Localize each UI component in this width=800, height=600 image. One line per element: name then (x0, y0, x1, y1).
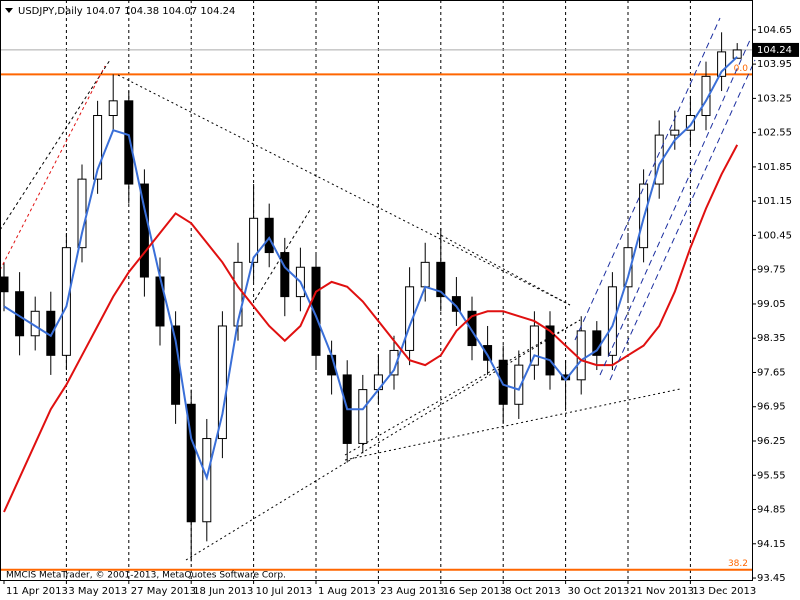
x-tick-label: 18 Jun 2013 (193, 586, 253, 597)
x-tick-label: 30 Oct 2013 (568, 586, 630, 597)
moving-average (3, 56, 738, 481)
trendline (0, 65, 106, 271)
candle-body (607, 286, 617, 356)
trendline (344, 319, 581, 456)
y-tick-label: 97.65 (757, 367, 786, 378)
x-tick-label: 27 May 2013 (131, 586, 196, 597)
trendline (0, 59, 111, 231)
candle-body (186, 403, 196, 523)
candle-body (264, 217, 274, 254)
menu-arrow[interactable] (5, 8, 13, 13)
candle-body (108, 100, 118, 117)
candle-body (389, 349, 399, 376)
candle-body (124, 100, 134, 185)
y-tick-label: 94.85 (757, 505, 786, 516)
y-tick-label: 93.45 (757, 573, 786, 584)
candle-body (483, 345, 493, 361)
moving-average (3, 144, 739, 513)
y-tick-label: 101.15 (757, 196, 792, 207)
x-tick-label: 8 Oct 2013 (505, 586, 560, 597)
x-tick-label: 10 Jul 2013 (256, 586, 313, 597)
x-tick-label: 1 Aug 2013 (318, 586, 376, 597)
y-tick-label: 100.45 (757, 230, 792, 241)
candle-body (93, 115, 103, 180)
candle-body (717, 51, 727, 77)
channel-line (609, 59, 756, 381)
candle-body (529, 325, 539, 366)
candle-body (280, 252, 290, 298)
candle-body (701, 75, 711, 117)
x-tick-label: 16 Sep 2013 (443, 586, 506, 597)
y-tick-label: 98.35 (757, 333, 786, 344)
plot-border (0, 0, 753, 581)
candle-body (233, 261, 243, 327)
level-label: 38.2 (728, 559, 748, 569)
candle-body (249, 217, 259, 263)
channel-line (599, 39, 751, 376)
channel-line (574, 17, 721, 341)
last-price-box (753, 42, 799, 57)
x-tick-label: 13 Dec 2013 (692, 586, 756, 597)
x-tick-label: 21 Nov 2013 (630, 586, 694, 597)
level-label: 0.0 (734, 64, 749, 74)
candle-body (685, 115, 695, 131)
copyright: MMCIS MetaTrader, © 2001-2013, MetaQuote… (6, 571, 286, 581)
candle-body (623, 247, 633, 288)
trendline (436, 232, 571, 306)
trendlines (0, 17, 756, 561)
x-tick-label: 23 Aug 2013 (380, 586, 444, 597)
x-tick-label: 3 May 2013 (68, 586, 127, 597)
candle-body (467, 310, 477, 347)
last-price-label: 104.24 (757, 45, 792, 56)
candle-body (0, 276, 9, 293)
trendline (185, 319, 581, 561)
y-tick-label: 95.55 (757, 470, 786, 481)
candle-body (61, 247, 71, 356)
candle-body (436, 261, 446, 298)
candle-body (358, 389, 368, 444)
candle-body (545, 325, 555, 376)
candle-body (576, 330, 586, 381)
candle-body (514, 364, 524, 405)
y-tick-label: 101.85 (757, 162, 792, 173)
y-tick-label: 96.95 (757, 402, 786, 413)
chart-title: USDJPY,Daily 104.07 104.38 104.07 104.24 (18, 6, 235, 17)
y-tick-label: 94.15 (757, 539, 786, 550)
candle-body (732, 49, 742, 59)
candle-body (498, 359, 508, 405)
y-tick-label: 104.65 (757, 25, 792, 36)
candle-body (670, 129, 680, 136)
candle-body (217, 325, 227, 440)
y-tick-label: 103.95 (757, 59, 792, 70)
candle-body (420, 261, 430, 288)
y-tick-label: 99.05 (757, 299, 786, 310)
trendline (344, 388, 681, 461)
x-tick-label: 11 Apr 2013 (6, 586, 68, 597)
y-tick-label: 102.55 (757, 128, 792, 139)
y-tick-label: 103.25 (757, 93, 792, 104)
y-tick-label: 96.25 (757, 436, 786, 447)
y-tick-label: 99.75 (757, 265, 786, 276)
candle-body (311, 266, 321, 356)
